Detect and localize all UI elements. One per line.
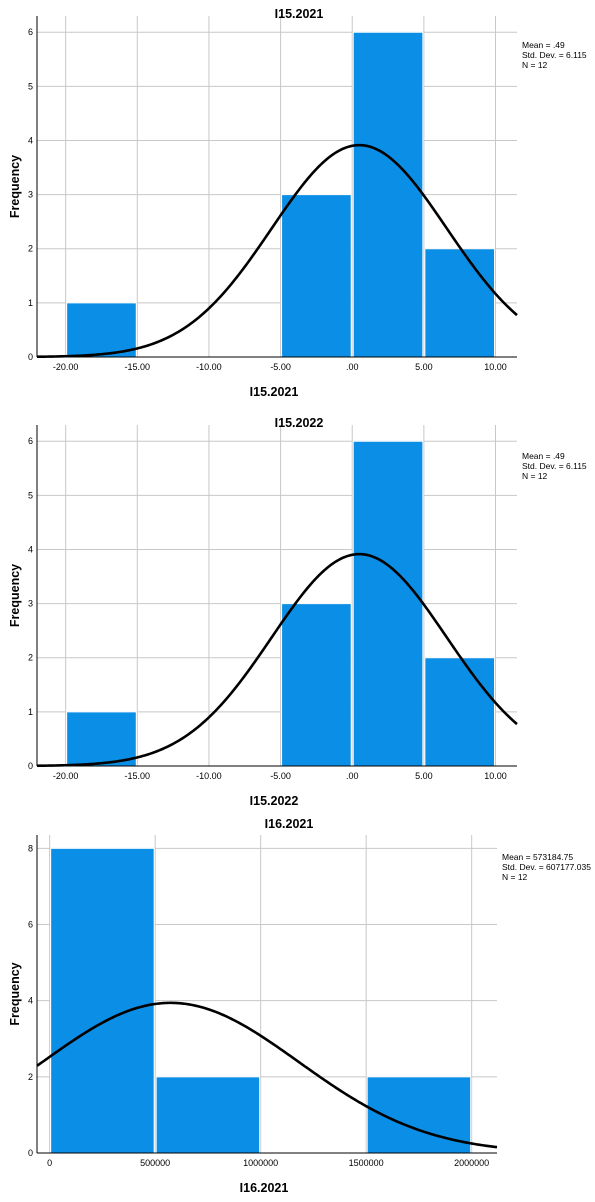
x-tick-label: .00: [346, 771, 359, 781]
histogram-bar: [66, 302, 137, 358]
stats-line: Std. Dev. = 6.115: [522, 461, 587, 471]
x-tick-label: -20.00: [53, 362, 79, 372]
x-tick-label: -15.00: [125, 771, 151, 781]
x-tick-label: -20.00: [53, 771, 79, 781]
y-tick-label: 2: [28, 244, 33, 254]
x-tick-label: 1000000: [243, 1158, 278, 1168]
stats-line: N = 12: [522, 471, 548, 481]
y-tick-label: 5: [28, 81, 33, 91]
histogram-2: -20.00 -15.00 -10.00 -5.00 .00 5.00 10.00 0 1 2 3 4…: [8, 416, 587, 808]
y-tick-label: 2: [28, 653, 33, 663]
histogram-bar: [155, 1076, 261, 1154]
histogram-bar: [352, 31, 424, 358]
chart-title: I15.2022: [275, 416, 324, 430]
y-tick-label: 0: [28, 1148, 33, 1158]
stats-line: Mean = .49: [522, 451, 565, 461]
x-tick-label: 10.00: [484, 771, 507, 781]
x-tick-label: 500000: [140, 1158, 170, 1168]
stats-line: Std. Dev. = 607177.035: [502, 862, 591, 872]
y-tick-label: 4: [28, 135, 33, 145]
histogram-bar: [66, 711, 137, 767]
x-tick-label: 0: [47, 1158, 52, 1168]
normal-curve: [36, 143, 518, 359]
x-tick-label: -5.00: [270, 771, 291, 781]
x-axis-label: I16.2021: [240, 1181, 289, 1195]
y-tick-label: 3: [28, 599, 33, 609]
stats-line: Mean = .49: [522, 40, 565, 50]
y-axis-label: Frequency: [8, 564, 22, 627]
x-tick-label: 2000000: [454, 1158, 489, 1168]
y-axis-label: Frequency: [8, 155, 22, 218]
histogram-bar: [281, 603, 352, 767]
y-tick-label: 8: [28, 843, 33, 853]
y-tick-label: 1: [28, 707, 33, 717]
y-tick-label: 5: [28, 490, 33, 500]
histogram-bar: [281, 194, 352, 358]
x-tick-label: -10.00: [196, 362, 222, 372]
x-tick-label: 10.00: [484, 362, 507, 372]
x-tick-label: -15.00: [125, 362, 151, 372]
y-axis-label: Frequency: [8, 962, 22, 1025]
y-tick-label: 6: [28, 27, 33, 37]
y-tick-label: 3: [28, 190, 33, 200]
x-tick-label: -10.00: [196, 771, 222, 781]
y-tick-label: 1: [28, 298, 33, 308]
x-tick-label: -5.00: [270, 362, 291, 372]
chart-title: I16.2021: [265, 817, 314, 831]
x-tick-label: 5.00: [415, 771, 433, 781]
y-tick-label: 4: [28, 996, 33, 1006]
normal-curve: [36, 552, 518, 768]
x-tick-label: .00: [346, 362, 359, 372]
stats-line: N = 12: [502, 872, 528, 882]
chart-title: I15.2021: [275, 7, 324, 21]
y-tick-label: 6: [28, 436, 33, 446]
y-tick-label: 2: [28, 1072, 33, 1082]
y-tick-label: 4: [28, 544, 33, 554]
histogram-bar: [352, 440, 424, 767]
stats-line: Std. Dev. = 6.115: [522, 50, 587, 60]
histogram-bar: [424, 657, 496, 767]
stats-line: Mean = 573184.75: [502, 852, 573, 862]
histogram-1: -20.00 -15.00 -10.00 -5.00 .00 5.00 10.00 0 1 2 3 4…: [8, 7, 587, 399]
y-tick-label: 0: [28, 352, 33, 362]
stats-line: N = 12: [522, 60, 548, 70]
x-tick-label: 1500000: [349, 1158, 384, 1168]
y-tick-label: 0: [28, 761, 33, 771]
x-tick-label: 5.00: [415, 362, 433, 372]
histogram-bar: [424, 248, 496, 358]
normal-curve: [36, 1001, 498, 1149]
y-tick-label: 6: [28, 919, 33, 929]
histogram-bar: [50, 847, 155, 1154]
x-axis-label: I15.2022: [250, 794, 299, 808]
x-axis-label: I15.2021: [250, 385, 299, 399]
histogram-3: 0 500000 1000000 1500000 2000000 0 2 4 6 8 I16.202…: [8, 817, 591, 1195]
